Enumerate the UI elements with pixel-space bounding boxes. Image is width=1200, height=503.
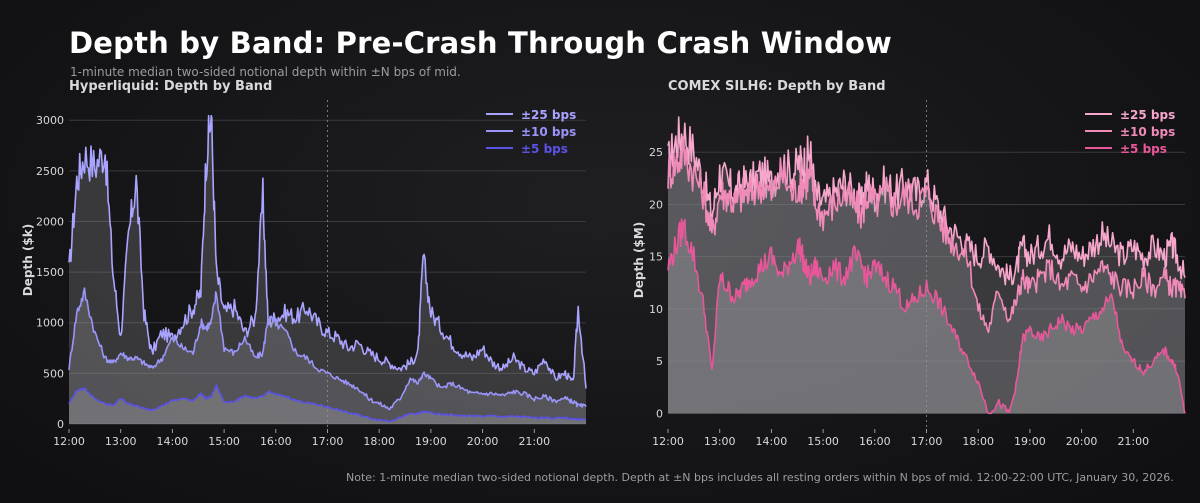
x-tick-label: 21:00 xyxy=(1117,435,1149,448)
series-line-10bps xyxy=(667,136,1186,334)
x-tick-label: 18:00 xyxy=(962,435,994,448)
footnote: Note: 1-minute median two-sided notional… xyxy=(346,471,1174,484)
comex-y-axis-label: Depth ($M) xyxy=(632,222,646,298)
hyperliquid-chart: Hyperliquid: Depth by Band 0 500 1000 1500 2… xyxy=(21,79,587,448)
chart-subtitle: 1-minute median two-sided notional depth… xyxy=(70,65,461,79)
x-tick-label: 14:00 xyxy=(756,435,788,448)
y-tick-label: 15 xyxy=(649,251,663,264)
area-fill-25bps xyxy=(668,117,1185,414)
x-tick-label: 17:00 xyxy=(312,435,344,448)
y-tick-label: 500 xyxy=(43,367,64,380)
series-line-5bps xyxy=(667,218,1186,415)
area-fill-25bps xyxy=(69,115,586,424)
y-tick-label: 25 xyxy=(649,146,663,159)
x-tick-label: 20:00 xyxy=(467,435,499,448)
area-fill-10bps xyxy=(668,136,1185,414)
hyperliquid-y-axis-label: Depth ($k) xyxy=(21,224,35,296)
y-tick-label: 2500 xyxy=(36,165,64,178)
area-fill-10bps xyxy=(69,288,586,424)
comex-legend: ±25 bps ±10 bps ±5 bps xyxy=(1085,108,1175,156)
y-tick-label: 10 xyxy=(649,303,663,316)
x-tick-label: 16:00 xyxy=(260,435,292,448)
x-tick-label: 19:00 xyxy=(415,435,447,448)
series-line-25bps xyxy=(68,114,587,389)
y-tick-label: 5 xyxy=(656,355,663,368)
x-tick-label: 15:00 xyxy=(807,435,839,448)
legend-label-5bps: ±5 bps xyxy=(521,142,568,156)
legend-label-10bps: ±10 bps xyxy=(521,125,576,139)
x-tick-label: 14:00 xyxy=(157,435,189,448)
area-fill-5bps xyxy=(668,219,1185,414)
series-line-10bps xyxy=(68,287,587,411)
area-fill-5bps xyxy=(69,384,586,424)
hyperliquid-panel-title: Hyperliquid: Depth by Band xyxy=(69,79,272,94)
x-tick-label: 13:00 xyxy=(704,435,736,448)
hyperliquid-legend: ±25 bps ±10 bps ±5 bps xyxy=(486,108,576,156)
x-tick-label: 15:00 xyxy=(208,435,240,448)
chart-main-title: Depth by Band: Pre-Crash Through Crash W… xyxy=(69,26,893,60)
y-tick-label: 1000 xyxy=(36,317,64,330)
x-tick-label: 12:00 xyxy=(53,435,85,448)
x-tick-label: 13:00 xyxy=(105,435,137,448)
legend-label-25bps: ±25 bps xyxy=(521,108,576,122)
y-tick-label: 20 xyxy=(649,198,663,211)
x-tick-label: 19:00 xyxy=(1014,435,1046,448)
legend-label-5bps: ±5 bps xyxy=(1120,142,1167,156)
x-tick-label: 17:00 xyxy=(911,435,943,448)
y-tick-label: 1500 xyxy=(36,266,64,279)
x-tick-label: 12:00 xyxy=(652,435,684,448)
comex-chart: COMEX SILH6: Depth by Band 0 5 10 15 20 25 12:… xyxy=(632,79,1186,448)
y-tick-label: 0 xyxy=(656,407,663,420)
x-tick-label: 16:00 xyxy=(859,435,891,448)
legend-label-25bps: ±25 bps xyxy=(1120,108,1175,122)
y-tick-label: 3000 xyxy=(36,114,64,127)
x-tick-label: 20:00 xyxy=(1066,435,1098,448)
y-tick-label: 0 xyxy=(57,418,64,431)
x-tick-label: 21:00 xyxy=(518,435,550,448)
series-line-25bps xyxy=(667,116,1186,286)
x-tick-label: 18:00 xyxy=(363,435,395,448)
comex-panel-title: COMEX SILH6: Depth by Band xyxy=(668,79,886,94)
y-tick-label: 2000 xyxy=(36,215,64,228)
legend-label-10bps: ±10 bps xyxy=(1120,125,1175,139)
series-line-5bps xyxy=(68,383,587,423)
